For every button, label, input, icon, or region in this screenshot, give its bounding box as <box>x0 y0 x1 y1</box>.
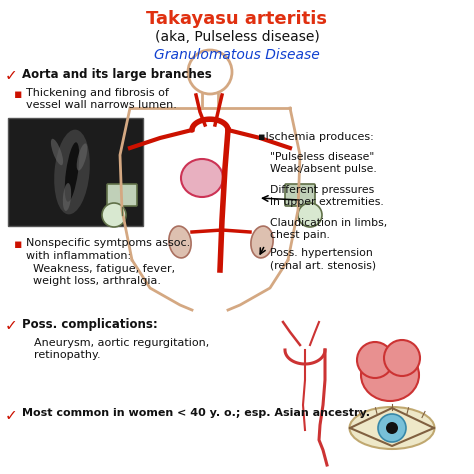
Text: (aka, Pulseless disease): (aka, Pulseless disease) <box>155 30 319 44</box>
Ellipse shape <box>51 139 63 165</box>
Text: ▪Ischemia produces:: ▪Ischemia produces: <box>258 132 374 142</box>
Text: Granulomatous Disease: Granulomatous Disease <box>154 48 320 62</box>
Circle shape <box>357 342 393 378</box>
Text: Thickening and fibrosis of
vessel wall narrows lumen.: Thickening and fibrosis of vessel wall n… <box>26 88 177 110</box>
FancyBboxPatch shape <box>8 118 143 226</box>
Circle shape <box>384 340 420 376</box>
Circle shape <box>386 422 398 434</box>
Ellipse shape <box>54 129 90 214</box>
Ellipse shape <box>169 226 191 258</box>
Ellipse shape <box>65 142 79 202</box>
Text: Different pressures
in upper extremities.: Different pressures in upper extremities… <box>270 185 384 208</box>
Ellipse shape <box>63 183 71 211</box>
Ellipse shape <box>77 144 87 171</box>
Ellipse shape <box>349 407 435 449</box>
Text: Most common in women < 40 y. o.; esp. Asian ancestry.: Most common in women < 40 y. o.; esp. As… <box>22 408 370 418</box>
Text: "Pulseless disease"
Weak/absent pulse.: "Pulseless disease" Weak/absent pulse. <box>270 152 377 174</box>
Ellipse shape <box>181 159 223 197</box>
Circle shape <box>298 203 322 227</box>
Text: ✓: ✓ <box>5 318 18 333</box>
Text: ✓: ✓ <box>5 68 18 83</box>
Circle shape <box>378 414 406 442</box>
FancyBboxPatch shape <box>285 184 315 206</box>
Text: Takayasu arteritis: Takayasu arteritis <box>146 10 328 28</box>
Text: Poss. hypertension
(renal art. stenosis): Poss. hypertension (renal art. stenosis) <box>270 248 376 270</box>
Text: ▪: ▪ <box>14 238 22 251</box>
Text: ✓: ✓ <box>5 408 18 423</box>
Text: Aneurysm, aortic regurgitation,
retinopathy.: Aneurysm, aortic regurgitation, retinopa… <box>34 338 209 360</box>
Ellipse shape <box>251 226 273 258</box>
Text: Claudication in limbs,
chest pain.: Claudication in limbs, chest pain. <box>270 218 387 240</box>
Text: Nonspecific symtpoms assoc.
with inflammation:
  Weakness, fatigue, fever,
  wei: Nonspecific symtpoms assoc. with inflamm… <box>26 238 190 286</box>
Text: ▪: ▪ <box>14 88 22 101</box>
FancyBboxPatch shape <box>107 184 137 206</box>
Ellipse shape <box>361 349 419 401</box>
Text: Aorta and its large branches: Aorta and its large branches <box>22 68 212 81</box>
Text: Poss. complications:: Poss. complications: <box>22 318 158 331</box>
Circle shape <box>102 203 126 227</box>
